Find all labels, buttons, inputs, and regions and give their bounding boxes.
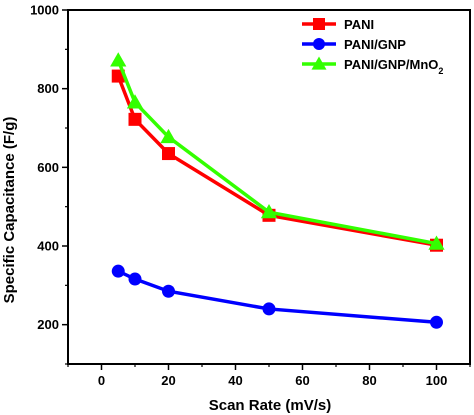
data-point-pani-gnp-mno2 — [126, 94, 144, 109]
x-tick-label: 20 — [161, 373, 175, 388]
legend-label-pani-gnp-mno2: PANI/GNP/MnO2 — [344, 57, 443, 76]
y-tick-label: 200 — [37, 317, 59, 332]
data-point-pani-gnp-mno2 — [110, 52, 127, 67]
y-tick-label: 1000 — [30, 3, 59, 18]
x-tick-label: 60 — [295, 373, 309, 388]
legend-item-pani-gnp-mno2: PANI/GNP/MnO2 — [302, 56, 443, 76]
legend-item-pani-gnp: PANI/GNP — [302, 37, 406, 52]
data-point-pani-gnp — [262, 302, 276, 316]
legend-marker-pani-gnp — [313, 38, 325, 50]
data-point-pani — [162, 147, 175, 161]
series-pani-gnp — [111, 264, 443, 329]
legend-marker-pani-gnp-mno2 — [311, 56, 327, 70]
data-point-pani-gnp — [430, 315, 443, 329]
legend-label-pani-gnp: PANI/GNP — [344, 37, 406, 52]
data-point-pani-gnp-mno2 — [428, 235, 445, 250]
x-tick-label: 100 — [426, 373, 448, 388]
legend-item-pani: PANI — [302, 17, 374, 32]
x-tick-label: 80 — [362, 373, 376, 388]
series-pani-gnp-mno2 — [110, 52, 445, 250]
legend: PANI PANI/GNP PANI/GNP/MnO2 — [302, 17, 443, 76]
axes: 0 20 40 60 80 100 200 400 600 800 1000 — [30, 3, 471, 388]
y-tick-label: 800 — [37, 81, 59, 96]
x-axis-label: Scan Rate (mV/s) — [209, 397, 332, 414]
y-axis-label: Specific Capacitance (F/g) — [1, 117, 18, 304]
data-point-pani-gnp — [111, 264, 125, 278]
series-layer — [110, 52, 445, 329]
data-point-pani-gnp-mno2 — [260, 204, 278, 219]
legend-label-pani: PANI — [344, 17, 374, 32]
data-point-pani-gnp — [128, 272, 142, 286]
y-tick-label: 400 — [37, 239, 59, 254]
data-point-pani-gnp — [162, 284, 175, 298]
legend-marker-pani — [313, 18, 325, 30]
x-tick-label: 40 — [228, 373, 242, 388]
series-line-pani — [116, 75, 437, 247]
x-tick-label: 0 — [98, 373, 105, 388]
data-point-pani-gnp-mno2 — [160, 128, 177, 144]
data-point-pani — [128, 112, 142, 126]
series-pani — [111, 69, 443, 252]
y-tick-label: 600 — [37, 160, 59, 175]
